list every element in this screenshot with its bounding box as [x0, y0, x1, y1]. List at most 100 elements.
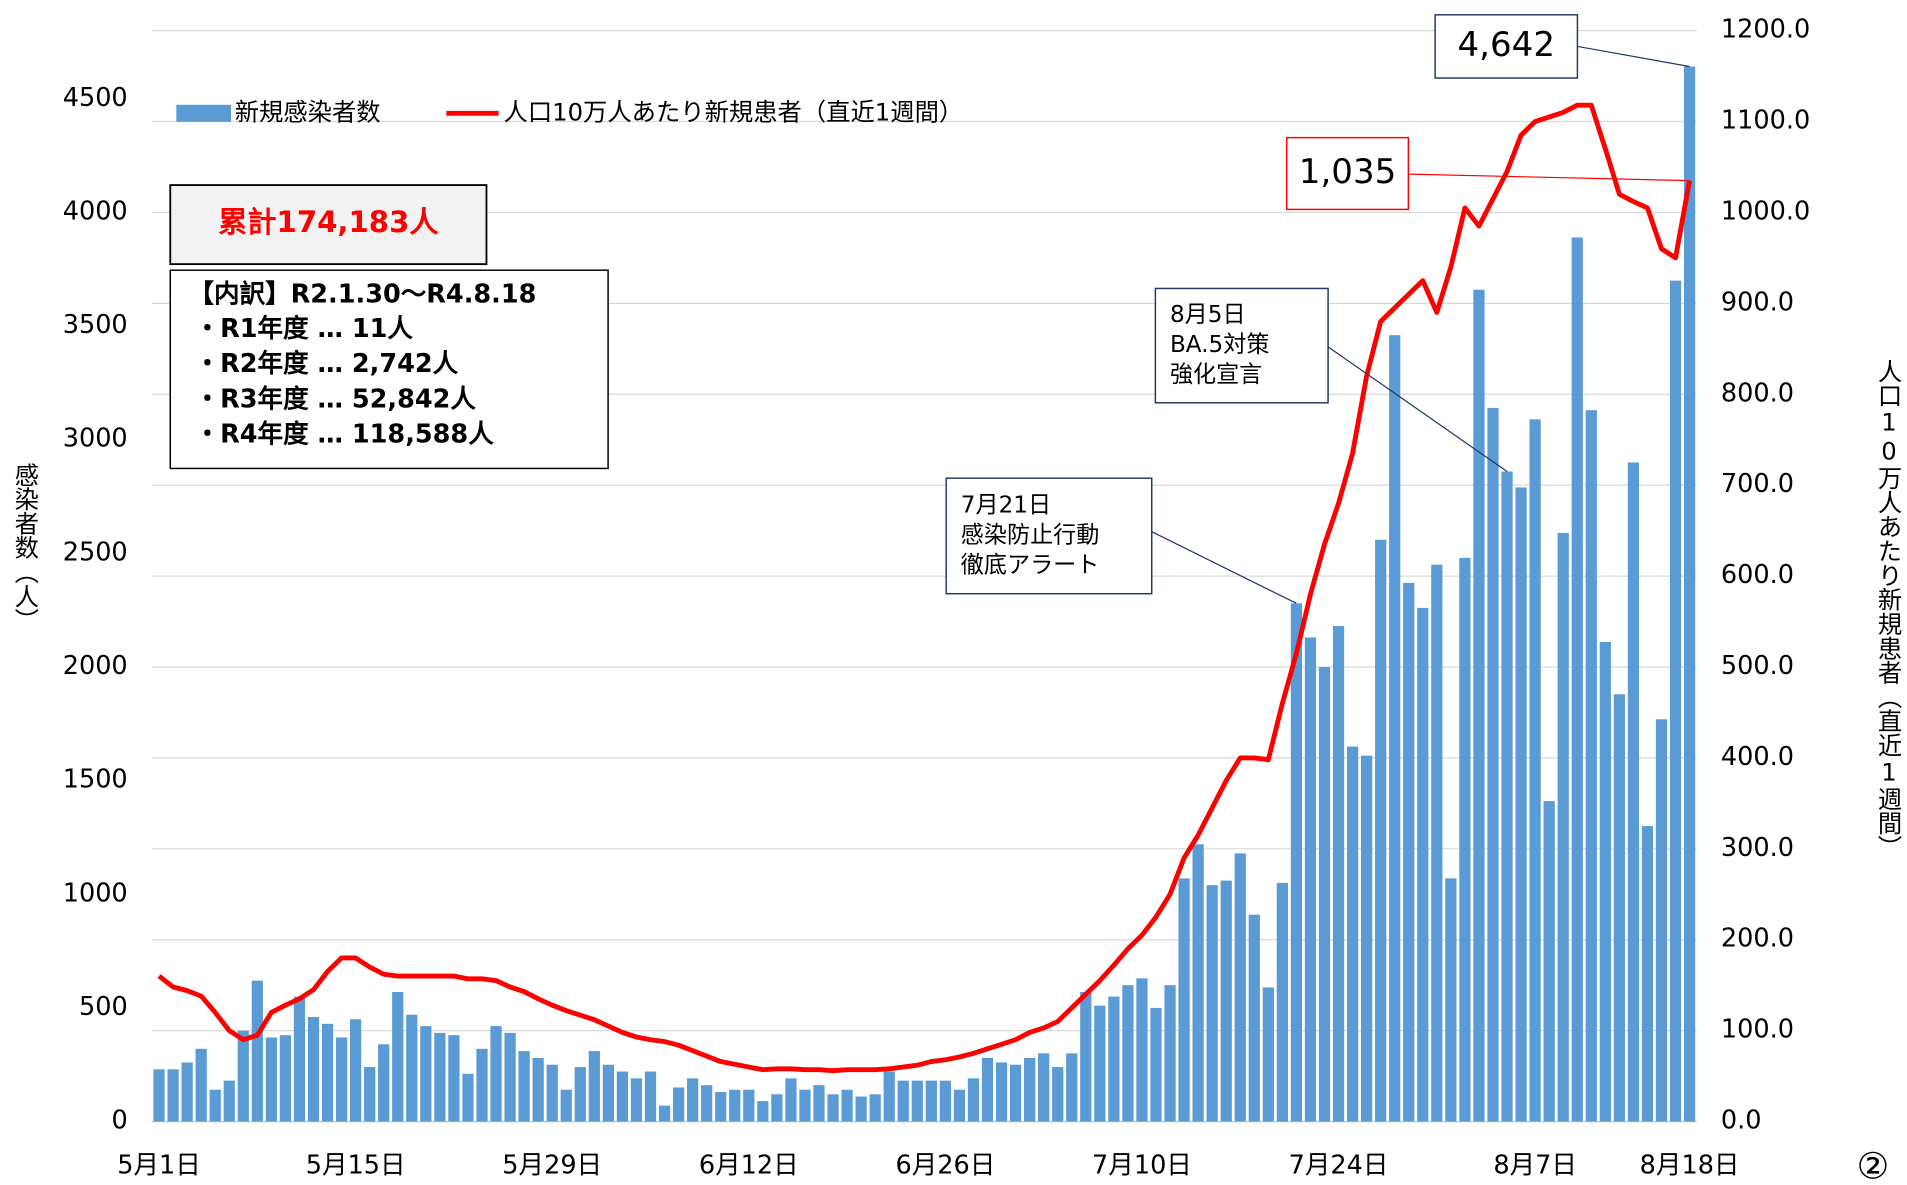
y2-tick-label: 800.0: [1721, 378, 1794, 408]
bar: [602, 1064, 614, 1122]
bar: [490, 1026, 502, 1122]
page-number: ②: [1857, 1144, 1890, 1185]
total-box: [169, 184, 488, 266]
bar: [869, 1094, 881, 1122]
breakdown-item: ・R4年度 … 118,588人: [195, 420, 495, 450]
callout-text: 強化宣言: [1170, 362, 1262, 388]
y2-tick-label: 0.0: [1721, 1106, 1762, 1136]
bar: [1304, 637, 1317, 1122]
y-tick-label: 500: [79, 992, 128, 1022]
y-tick-label: 4000: [63, 196, 128, 226]
callout-leader: [1327, 346, 1508, 473]
bar: [1417, 607, 1429, 1122]
bar: [546, 1064, 558, 1122]
bar: [701, 1085, 713, 1122]
bar: [729, 1089, 741, 1122]
bar: [195, 1048, 207, 1122]
bar: [1136, 978, 1148, 1122]
bar: [939, 1080, 951, 1122]
x-tick-label: 6月26日: [895, 1151, 995, 1181]
y2-tick-label: 1200.0: [1721, 15, 1810, 45]
callout-box: [1434, 14, 1579, 79]
bar: [1080, 991, 1092, 1122]
bar: [644, 1071, 657, 1122]
breakdown-item: ・R3年度 … 52,842人: [195, 384, 477, 414]
y-tick-label: 3000: [63, 424, 128, 454]
legend-label: 新規感染者数: [235, 97, 381, 126]
bar: [167, 1069, 179, 1122]
bar: [476, 1048, 488, 1122]
y-tick-label: 2000: [63, 651, 128, 681]
bar: [420, 1026, 432, 1122]
bar: [1318, 666, 1331, 1122]
y-axis-label: 感染者数（人）: [11, 462, 40, 632]
bar: [518, 1051, 530, 1122]
bar: [307, 1016, 320, 1122]
bar: [897, 1080, 909, 1122]
bar: [1641, 826, 1654, 1122]
bar: [672, 1087, 685, 1122]
x-tick-label: 6月12日: [699, 1151, 799, 1181]
bar: [223, 1080, 235, 1122]
bar: [630, 1078, 643, 1122]
bar: [757, 1101, 769, 1122]
bar: [1571, 237, 1583, 1122]
x-tick-label: 5月1日: [117, 1151, 201, 1181]
bar: [588, 1051, 600, 1122]
x-tick-label: 8月7日: [1493, 1151, 1577, 1181]
bar: [237, 1030, 249, 1122]
y2-tick-label: 600.0: [1721, 560, 1794, 590]
x-tick-label: 8月18日: [1640, 1151, 1740, 1181]
bar: [279, 1035, 292, 1122]
callout-text: 徹底アラート: [961, 552, 1100, 578]
bar: [1262, 987, 1274, 1122]
callout-text: BA.5対策: [1170, 332, 1269, 358]
bar: [1515, 487, 1527, 1122]
bar: [1192, 844, 1204, 1122]
bar: [855, 1096, 867, 1122]
y-tick-label: 1000: [63, 878, 128, 908]
bar: [967, 1078, 980, 1122]
bar: [321, 1023, 334, 1122]
bar: [1613, 694, 1625, 1122]
y2-tick-label: 400.0: [1721, 742, 1794, 772]
bar: [1431, 564, 1443, 1122]
callout-box: [1154, 287, 1329, 404]
bar: [1234, 853, 1246, 1122]
bar: [953, 1089, 966, 1122]
bar: [1332, 626, 1345, 1122]
bar: [1150, 1007, 1162, 1122]
y2-tick-label: 1000.0: [1721, 196, 1810, 226]
bar: [378, 1044, 390, 1122]
breakdown-box: [169, 269, 609, 470]
bar: [1248, 914, 1260, 1122]
bar: [364, 1067, 376, 1122]
callout-leader: [1151, 531, 1297, 604]
bar: [1599, 641, 1611, 1122]
total: 累計174,183人: [218, 205, 439, 239]
x-tick-label: 5月15日: [306, 1151, 406, 1181]
bar: [293, 996, 306, 1122]
bar: [616, 1071, 629, 1122]
legend: 新規感染者数 人口10万人あたり新規患者（直近1週間）: [176, 97, 963, 126]
bar: [153, 1069, 165, 1122]
bar: [504, 1032, 516, 1122]
y2-tick-label: 300.0: [1721, 833, 1794, 863]
bar: [981, 1057, 994, 1122]
bar: [1276, 882, 1288, 1122]
callout-leader: [1408, 173, 1690, 182]
y-tick-label: 1500: [63, 765, 128, 795]
bar: [658, 1105, 671, 1122]
y2-tick-label: 200.0: [1721, 924, 1794, 954]
bar: [1122, 985, 1134, 1122]
bar: [841, 1089, 853, 1122]
y-tick-label: 3500: [63, 310, 128, 340]
bar: [1683, 66, 1696, 1122]
bar: [1066, 1053, 1078, 1122]
y2-tick-label: 1100.0: [1721, 106, 1810, 136]
bar: [1473, 289, 1485, 1122]
bar: [925, 1080, 937, 1122]
callout-box: [945, 477, 1153, 595]
callout-box: [1286, 136, 1410, 211]
